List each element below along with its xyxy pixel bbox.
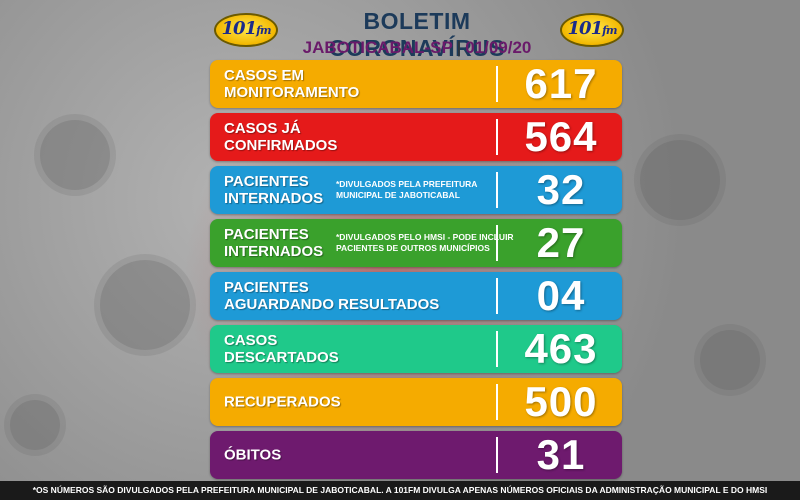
row-hospitalized-city: PACIENTES INTERNADOS *DIVULGADOS PELA PRE… (210, 166, 622, 214)
city-label: JABOTICABAL-SP (302, 38, 453, 57)
row-divider (496, 66, 498, 102)
row-divider (496, 119, 498, 155)
row-divider (496, 384, 498, 420)
row-label: CASOS JÁ CONFIRMADOS (224, 120, 338, 154)
row-divider (496, 172, 498, 208)
subtitle: JABOTICABAL-SP | 01/09/20 (302, 38, 532, 57)
virus-decoration (700, 330, 760, 390)
row-awaiting-results: PACIENTES AGUARDANDO RESULTADOS 04 (210, 272, 622, 320)
row-label: ÓBITOS (224, 446, 282, 464)
stats-list: CASOS EM MONITORAMENTO 617 CASOS JÁ CONFIR… (210, 60, 622, 484)
row-value: 500 (524, 378, 598, 425)
row-label: CASOS DESCARTADOS (224, 332, 339, 366)
row-label: PACIENTES INTERNADOS (224, 226, 324, 260)
header: 101fm BOLETIM CORONAVÍRUS JABOTICABAL-SP… (0, 4, 800, 61)
row-value: 617 (524, 60, 598, 107)
row-deaths: ÓBITOS 31 (210, 431, 622, 479)
row-confirmed: CASOS JÁ CONFIRMADOS 564 (210, 113, 622, 161)
row-label: CASOS EM MONITORAMENTO (224, 67, 360, 101)
virus-decoration (10, 400, 60, 450)
row-monitoring: CASOS EM MONITORAMENTO 617 (210, 60, 622, 108)
row-value: 463 (524, 325, 598, 372)
row-divider (496, 331, 498, 367)
row-label: PACIENTES INTERNADOS (224, 173, 324, 207)
row-divider (496, 278, 498, 314)
page-title: BOLETIM CORONAVÍRUS (328, 8, 506, 61)
row-discarded: CASOS DESCARTADOS 463 (210, 325, 622, 373)
row-value: 27 (536, 219, 586, 266)
row-recovered: RECUPERADOS 500 (210, 378, 622, 426)
row-label: RECUPERADOS (224, 393, 341, 411)
row-label: PACIENTES AGUARDANDO RESULTADOS (224, 279, 440, 313)
row-note: *DIVULGADOS PELA PREFEITURA MUNICIPAL DE … (336, 179, 478, 200)
row-value: 32 (536, 166, 586, 213)
row-note: *DIVULGADOS PELO HMSI - PODE INCLUIR PACI… (336, 232, 514, 253)
virus-decoration (100, 260, 190, 350)
virus-decoration (40, 120, 110, 190)
row-value: 04 (536, 272, 586, 319)
date-label: 01/09/20 (465, 38, 532, 57)
row-value: 31 (536, 431, 586, 478)
footer-disclaimer: *OS NÚMEROS SÃO DIVULGADOS PELA PREFEITU… (0, 481, 800, 500)
radio-logo-right: 101fm (560, 13, 624, 47)
virus-decoration (640, 140, 720, 220)
row-hospitalized-hmsi: PACIENTES INTERNADOS *DIVULGADOS PELO HMS… (210, 219, 622, 267)
row-divider (496, 437, 498, 473)
radio-logo-left: 101fm (214, 13, 278, 47)
row-divider (496, 225, 498, 261)
row-value: 564 (524, 113, 598, 160)
